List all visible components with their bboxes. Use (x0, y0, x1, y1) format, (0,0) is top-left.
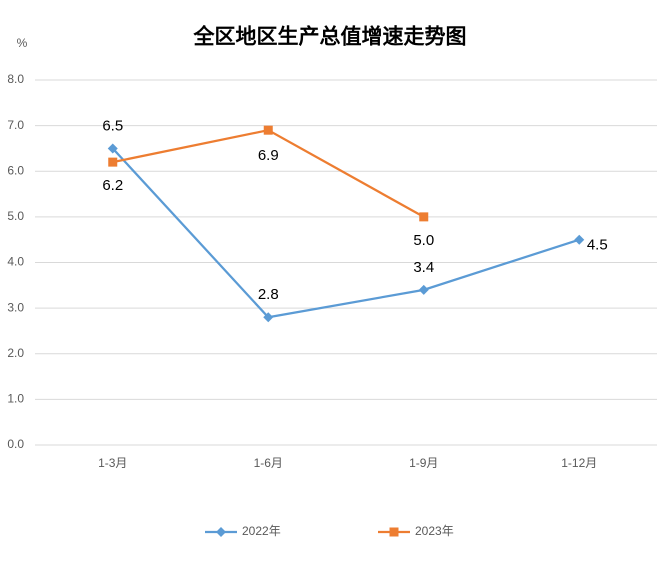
y-tick-label: 5.0 (7, 209, 24, 223)
data-point (574, 234, 585, 245)
data-point (418, 284, 429, 295)
data-label: 2.8 (258, 286, 279, 303)
data-point (419, 212, 429, 222)
x-tick-label: 1-6月 (254, 456, 283, 470)
data-point (263, 312, 274, 323)
x-tick-label: 1-12月 (561, 456, 597, 470)
legend-label: 2022年 (242, 524, 281, 538)
legend-marker (389, 527, 399, 537)
data-label: 6.9 (258, 147, 279, 164)
y-axis-unit: % (17, 36, 28, 50)
data-label: 6.2 (102, 177, 123, 194)
y-tick-label: 1.0 (7, 392, 24, 406)
data-point (263, 125, 273, 135)
y-tick-label: 3.0 (7, 300, 24, 314)
y-tick-label: 7.0 (7, 118, 24, 132)
data-point (107, 143, 118, 154)
y-tick-label: 2.0 (7, 346, 24, 360)
series-line (111, 147, 580, 319)
y-tick-label: 0.0 (7, 437, 24, 451)
data-point (108, 157, 118, 167)
y-tick-label: 4.0 (7, 255, 24, 269)
y-tick-label: 8.0 (7, 72, 24, 86)
x-tick-label: 1-9月 (409, 456, 438, 470)
y-tick-label: 6.0 (7, 163, 24, 177)
series-line (112, 129, 425, 218)
chart-title: 全区地区生产总值增速走势图 (193, 25, 467, 49)
data-label: 6.5 (102, 117, 123, 134)
legend-marker (216, 527, 226, 537)
data-label: 5.0 (413, 232, 434, 249)
x-tick-label: 1-3月 (98, 456, 127, 470)
data-label: 3.4 (413, 259, 434, 276)
legend-label: 2023年 (415, 524, 454, 538)
data-label: 4.5 (587, 237, 608, 254)
